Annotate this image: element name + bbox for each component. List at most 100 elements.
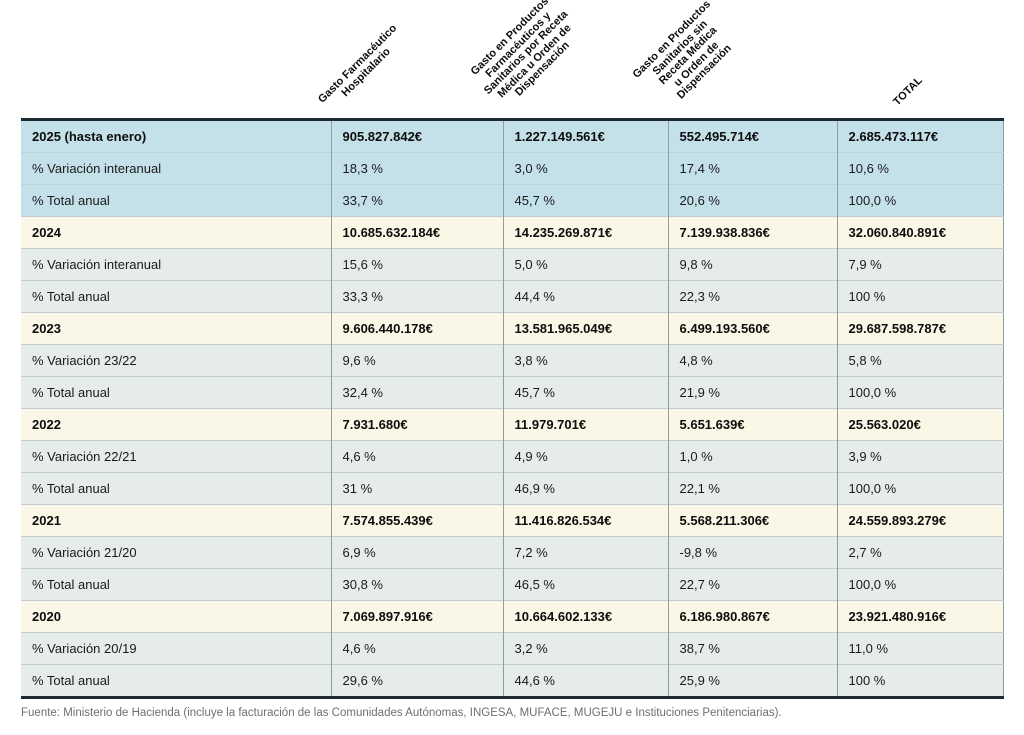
cell: 20,6 % bbox=[667, 184, 837, 217]
cell: 22,1 % bbox=[667, 472, 837, 505]
cell: 1,0 % bbox=[667, 440, 837, 473]
cell: 30,8 % bbox=[330, 568, 503, 601]
row-label: % Total anual bbox=[21, 568, 331, 601]
cell: 5,0 % bbox=[502, 248, 668, 281]
cell: 100,0 % bbox=[836, 184, 1003, 217]
cell: 2,7 % bbox=[836, 536, 1003, 569]
cell: 23.921.480.916€ bbox=[836, 600, 1003, 633]
row-label: % Variación 23/22 bbox=[21, 344, 331, 377]
row-label: 2021 bbox=[21, 504, 331, 537]
row-label: % Total anual bbox=[21, 376, 331, 409]
row-label: 2024 bbox=[21, 216, 331, 249]
cell: 7.574.855.439€ bbox=[330, 504, 503, 537]
cell: 5.651.639€ bbox=[667, 408, 837, 441]
column-header-label: Gasto Farmacéutico Hospitalario bbox=[316, 21, 400, 106]
column-header-label: TOTAL bbox=[891, 74, 925, 109]
cell: 5,8 % bbox=[836, 344, 1003, 377]
cell: 3,8 % bbox=[502, 344, 668, 377]
cell: 7,2 % bbox=[502, 536, 668, 569]
cell: 45,7 % bbox=[502, 184, 668, 217]
cell: 5.568.211.306€ bbox=[667, 504, 837, 537]
cell: 4,6 % bbox=[330, 632, 503, 665]
cell: 45,7 % bbox=[502, 376, 668, 409]
cell: 6,9 % bbox=[330, 536, 503, 569]
cell: 22,3 % bbox=[667, 280, 837, 313]
row-label: % Variación 20/19 bbox=[21, 632, 331, 665]
row-2025-variacion: % Variación interanual 18,3 % 3,0 % 17,4… bbox=[21, 152, 1003, 185]
cell: 11.416.826.534€ bbox=[502, 504, 668, 537]
row-label: 2025 (hasta enero) bbox=[21, 119, 331, 153]
cell: 44,4 % bbox=[502, 280, 668, 313]
cell: 10.664.602.133€ bbox=[502, 600, 668, 633]
cell: 7.069.897.916€ bbox=[330, 600, 503, 633]
cell: 100,0 % bbox=[836, 568, 1003, 601]
cell: 33,7 % bbox=[330, 184, 503, 217]
row-2025-total-anual: % Total anual 33,7 % 45,7 % 20,6 % 100,0… bbox=[21, 184, 1003, 217]
column-header-gasto-farmaceutico-hospitalario: Gasto Farmacéutico Hospitalario bbox=[316, 22, 439, 116]
cell: 1.227.149.561€ bbox=[502, 119, 668, 153]
cell: 7,9 % bbox=[836, 248, 1003, 281]
column-headers: Gasto Farmacéutico Hospitalario Gasto en… bbox=[21, 0, 1003, 118]
row-2024-variacion: % Variación interanual 15,6 % 5,0 % 9,8 … bbox=[21, 248, 1003, 281]
cell: 29,6 % bbox=[330, 664, 503, 698]
cell: 4,9 % bbox=[502, 440, 668, 473]
cell: 25.563.020€ bbox=[836, 408, 1003, 441]
cell: 44,6 % bbox=[502, 664, 668, 698]
column-header-gasto-productos-con-receta: Gasto en Productos Farmacéuticos y Sanit… bbox=[469, 0, 620, 115]
cell: 14.235.269.871€ bbox=[502, 216, 668, 249]
row-label: % Total anual bbox=[21, 280, 331, 313]
cell: 22,7 % bbox=[667, 568, 837, 601]
cell: 17,4 % bbox=[667, 152, 837, 185]
row-2025: 2025 (hasta enero) 905.827.842€ 1.227.14… bbox=[21, 119, 1003, 153]
row-2024-total-anual: % Total anual 33,3 % 44,4 % 22,3 % 100 % bbox=[21, 280, 1003, 313]
cell: 100,0 % bbox=[836, 376, 1003, 409]
cell: 10,6 % bbox=[836, 152, 1003, 185]
cell: 9,8 % bbox=[667, 248, 837, 281]
row-2022: 2022 7.931.680€ 11.979.701€ 5.651.639€ 2… bbox=[21, 408, 1003, 441]
column-header-label: Gasto en Productos Farmacéuticos y Sanit… bbox=[468, 0, 574, 100]
cell: 6.186.980.867€ bbox=[667, 600, 837, 633]
cell: -9,8 % bbox=[667, 536, 837, 569]
row-2021-total-anual: % Total anual 30,8 % 46,5 % 22,7 % 100,0… bbox=[21, 568, 1003, 601]
cell: 33,3 % bbox=[330, 280, 503, 313]
cell: 3,2 % bbox=[502, 632, 668, 665]
row-2023-total-anual: % Total anual 32,4 % 45,7 % 21,9 % 100,0… bbox=[21, 376, 1003, 409]
column-header-total: TOTAL bbox=[891, 74, 936, 110]
cell: 7.139.938.836€ bbox=[667, 216, 837, 249]
row-2020-variacion: % Variación 20/19 4,6 % 3,2 % 38,7 % 11,… bbox=[21, 632, 1003, 665]
cell: 29.687.598.787€ bbox=[836, 312, 1003, 345]
row-label: 2022 bbox=[21, 408, 331, 441]
row-2021-variacion: % Variación 21/20 6,9 % 7,2 % -9,8 % 2,7… bbox=[21, 536, 1003, 569]
row-label: % Total anual bbox=[21, 664, 331, 698]
cell: 25,9 % bbox=[667, 664, 837, 698]
cell: 2.685.473.117€ bbox=[836, 119, 1003, 153]
cell: 905.827.842€ bbox=[330, 119, 503, 153]
cell: 32.060.840.891€ bbox=[836, 216, 1003, 249]
row-2020-total-anual: % Total anual 29,6 % 44,6 % 25,9 % 100 % bbox=[21, 664, 1003, 698]
row-2024: 2024 10.685.632.184€ 14.235.269.871€ 7.1… bbox=[21, 216, 1003, 249]
cell: 32,4 % bbox=[330, 376, 503, 409]
cell: 24.559.893.279€ bbox=[836, 504, 1003, 537]
row-label: 2023 bbox=[21, 312, 331, 345]
row-label: 2020 bbox=[21, 600, 331, 633]
cell: 3,0 % bbox=[502, 152, 668, 185]
cell: 11.979.701€ bbox=[502, 408, 668, 441]
row-2023-variacion: % Variación 23/22 9,6 % 3,8 % 4,8 % 5,8 … bbox=[21, 344, 1003, 377]
row-2022-total-anual: % Total anual 31 % 46,9 % 22,1 % 100,0 % bbox=[21, 472, 1003, 505]
cell: 9,6 % bbox=[330, 344, 503, 377]
cell: 9.606.440.178€ bbox=[330, 312, 503, 345]
row-2022-variacion: % Variación 22/21 4,6 % 4,9 % 1,0 % 3,9 … bbox=[21, 440, 1003, 473]
source-note: Fuente: Ministerio de Hacienda (incluye … bbox=[21, 707, 782, 719]
cell: 552.495.714€ bbox=[667, 119, 837, 153]
row-2021: 2021 7.574.855.439€ 11.416.826.534€ 5.56… bbox=[21, 504, 1003, 537]
cell: 31 % bbox=[330, 472, 503, 505]
cell: 7.931.680€ bbox=[330, 408, 503, 441]
row-label: % Total anual bbox=[21, 472, 331, 505]
row-label: % Variación 21/20 bbox=[21, 536, 331, 569]
cell: 11,0 % bbox=[836, 632, 1003, 665]
cell: 13.581.965.049€ bbox=[502, 312, 668, 345]
column-header-gasto-productos-sin-receta: Gasto en Productos Sanitarios sin Receta… bbox=[631, 0, 777, 115]
cell: 10.685.632.184€ bbox=[330, 216, 503, 249]
cell: 18,3 % bbox=[330, 152, 503, 185]
